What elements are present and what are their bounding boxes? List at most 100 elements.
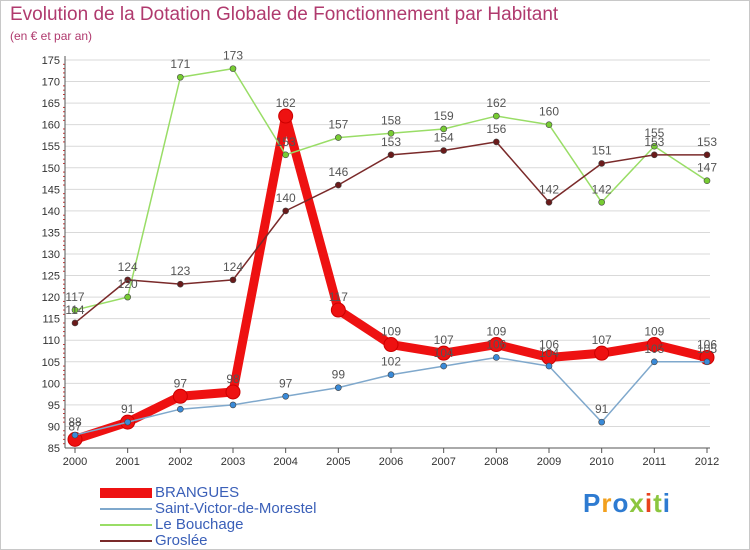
data-label-s2-2011: 155 bbox=[644, 126, 664, 140]
data-label-s2-2008: 162 bbox=[486, 96, 506, 110]
data-label-s0-2003: 98 bbox=[226, 372, 240, 386]
x-tick-label-2012: 2012 bbox=[695, 456, 719, 468]
data-point-s1-2000 bbox=[71, 431, 79, 439]
x-tick-label-2006: 2006 bbox=[379, 456, 403, 468]
logo-letter: t bbox=[653, 488, 663, 518]
x-tick-label-2002: 2002 bbox=[168, 456, 192, 468]
data-point-s0-2002 bbox=[172, 388, 188, 404]
logo-letter: o bbox=[612, 488, 630, 518]
data-point-s1-2004 bbox=[282, 392, 289, 400]
data-label-s2-2007: 159 bbox=[434, 109, 454, 123]
data-label-s3-2011: 153 bbox=[644, 135, 664, 149]
data-label-s2-2006: 158 bbox=[381, 113, 401, 127]
data-label-s1-2010: 91 bbox=[595, 402, 609, 416]
data-label-s2-2003: 173 bbox=[223, 49, 243, 63]
data-point-s2-2007 bbox=[440, 125, 447, 133]
data-point-s2-2001 bbox=[124, 293, 131, 301]
data-label-s0-2010: 107 bbox=[592, 333, 612, 347]
chart-subtitle: (en € et par an) bbox=[10, 29, 93, 43]
data-label-s0-2007: 107 bbox=[434, 333, 454, 347]
chart-title: Evolution de la Dotation Globale de Fonc… bbox=[10, 4, 559, 25]
data-point-s0-2006 bbox=[383, 337, 399, 353]
data-point-s3-2000 bbox=[71, 319, 79, 327]
x-tick-label-2003: 2003 bbox=[221, 456, 245, 468]
legend-label-le-bouchage: Le Bouchage bbox=[155, 516, 244, 533]
y-tick-label-155: 155 bbox=[42, 141, 60, 153]
y-tick-label-145: 145 bbox=[42, 184, 60, 196]
data-point-s2-2011 bbox=[651, 142, 658, 150]
x-tick-label-2004: 2004 bbox=[273, 456, 297, 468]
logo-letter: x bbox=[629, 488, 645, 518]
data-point-s0-2003 bbox=[225, 384, 241, 400]
data-label-s0-2012: 106 bbox=[697, 337, 717, 351]
y-tick-label-85: 85 bbox=[48, 443, 60, 455]
data-label-s0-2004: 162 bbox=[276, 96, 296, 110]
x-tick-label-2000: 2000 bbox=[63, 456, 87, 468]
data-point-s1-2011 bbox=[651, 358, 658, 366]
data-point-s3-2002 bbox=[177, 280, 184, 288]
data-point-s3-2001 bbox=[124, 276, 131, 284]
data-label-s2-2000: 117 bbox=[65, 290, 84, 304]
data-label-s3-2007: 154 bbox=[434, 131, 454, 145]
data-label-s0-2006: 109 bbox=[381, 325, 401, 339]
data-point-s3-2006 bbox=[387, 151, 395, 159]
legend-swatch-le-bouchage bbox=[100, 524, 152, 526]
data-label-s2-2009: 160 bbox=[539, 105, 559, 119]
x-tick-label-2008: 2008 bbox=[484, 456, 508, 468]
data-point-s3-2008 bbox=[493, 138, 500, 146]
data-point-s2-2009 bbox=[545, 121, 553, 128]
data-label-s3-2001: 124 bbox=[118, 260, 138, 274]
data-point-s1-2012 bbox=[703, 358, 711, 366]
legend-label-saint-victor: Saint-Victor-de-Morestel bbox=[155, 500, 317, 517]
legend-label-groslee: Groslée bbox=[155, 532, 208, 549]
x-tick-label-2011: 2011 bbox=[643, 456, 667, 468]
y-tick-label-105: 105 bbox=[42, 357, 60, 369]
chart-legend: BRANGUES Saint-Victor-de-Morestel Le Bou… bbox=[100, 485, 316, 549]
data-point-s0-2008 bbox=[488, 337, 504, 353]
data-point-s1-2002 bbox=[177, 405, 184, 413]
y-tick-label-95: 95 bbox=[48, 400, 60, 412]
data-point-s2-2003 bbox=[229, 65, 237, 72]
logo-letter: i bbox=[662, 488, 671, 518]
data-label-s3-2005: 146 bbox=[328, 165, 348, 179]
legend-swatch-groslee bbox=[100, 540, 152, 542]
data-label-s3-2012: 153 bbox=[697, 135, 717, 149]
data-label-s3-2006: 153 bbox=[381, 135, 401, 149]
y-tick-label-130: 130 bbox=[42, 249, 60, 261]
y-tick-label-115: 115 bbox=[42, 314, 60, 326]
data-point-s0-2004 bbox=[278, 108, 294, 124]
series-line-1 bbox=[74, 356, 708, 436]
data-label-s1-2007: 104 bbox=[434, 346, 454, 360]
data-point-s3-2003 bbox=[229, 276, 237, 284]
data-label-s1-2005: 99 bbox=[332, 368, 346, 382]
data-point-s0-2007 bbox=[436, 345, 452, 361]
y-tick-label-175: 175 bbox=[42, 55, 60, 67]
y-tick-label-125: 125 bbox=[42, 271, 60, 283]
legend-label-brangues: BRANGUES bbox=[155, 484, 240, 501]
data-point-s1-2009 bbox=[545, 362, 553, 370]
logo-letter: i bbox=[644, 488, 654, 518]
data-point-s0-2011 bbox=[646, 337, 662, 353]
data-label-s2-2010: 142 bbox=[592, 182, 612, 196]
data-label-s2-2004: 153 bbox=[276, 135, 296, 149]
data-point-s2-2006 bbox=[387, 129, 395, 137]
logo-letter: P bbox=[583, 488, 602, 518]
data-label-s3-2000: 114 bbox=[65, 303, 84, 317]
data-point-s2-2000 bbox=[71, 306, 79, 314]
data-point-s2-2005 bbox=[335, 134, 342, 141]
legend-item-brangues: BRANGUES bbox=[100, 485, 316, 501]
data-label-s2-2005: 157 bbox=[328, 118, 348, 132]
legend-swatch-brangues bbox=[100, 488, 152, 498]
data-point-s1-2005 bbox=[335, 384, 342, 391]
data-point-s3-2009 bbox=[545, 198, 553, 206]
logo-letter: r bbox=[601, 488, 613, 518]
y-tick-label-110: 110 bbox=[42, 335, 60, 347]
data-label-s3-2003: 124 bbox=[223, 260, 243, 274]
legend-item-saint-victor: Saint-Victor-de-Morestel bbox=[100, 501, 316, 517]
x-tick-label-2007: 2007 bbox=[431, 456, 455, 468]
data-label-s3-2010: 151 bbox=[592, 143, 612, 157]
data-point-s3-2012 bbox=[703, 151, 711, 159]
data-point-s1-2010 bbox=[598, 418, 605, 426]
data-point-s2-2008 bbox=[493, 112, 500, 120]
y-tick-label-90: 90 bbox=[48, 421, 60, 433]
